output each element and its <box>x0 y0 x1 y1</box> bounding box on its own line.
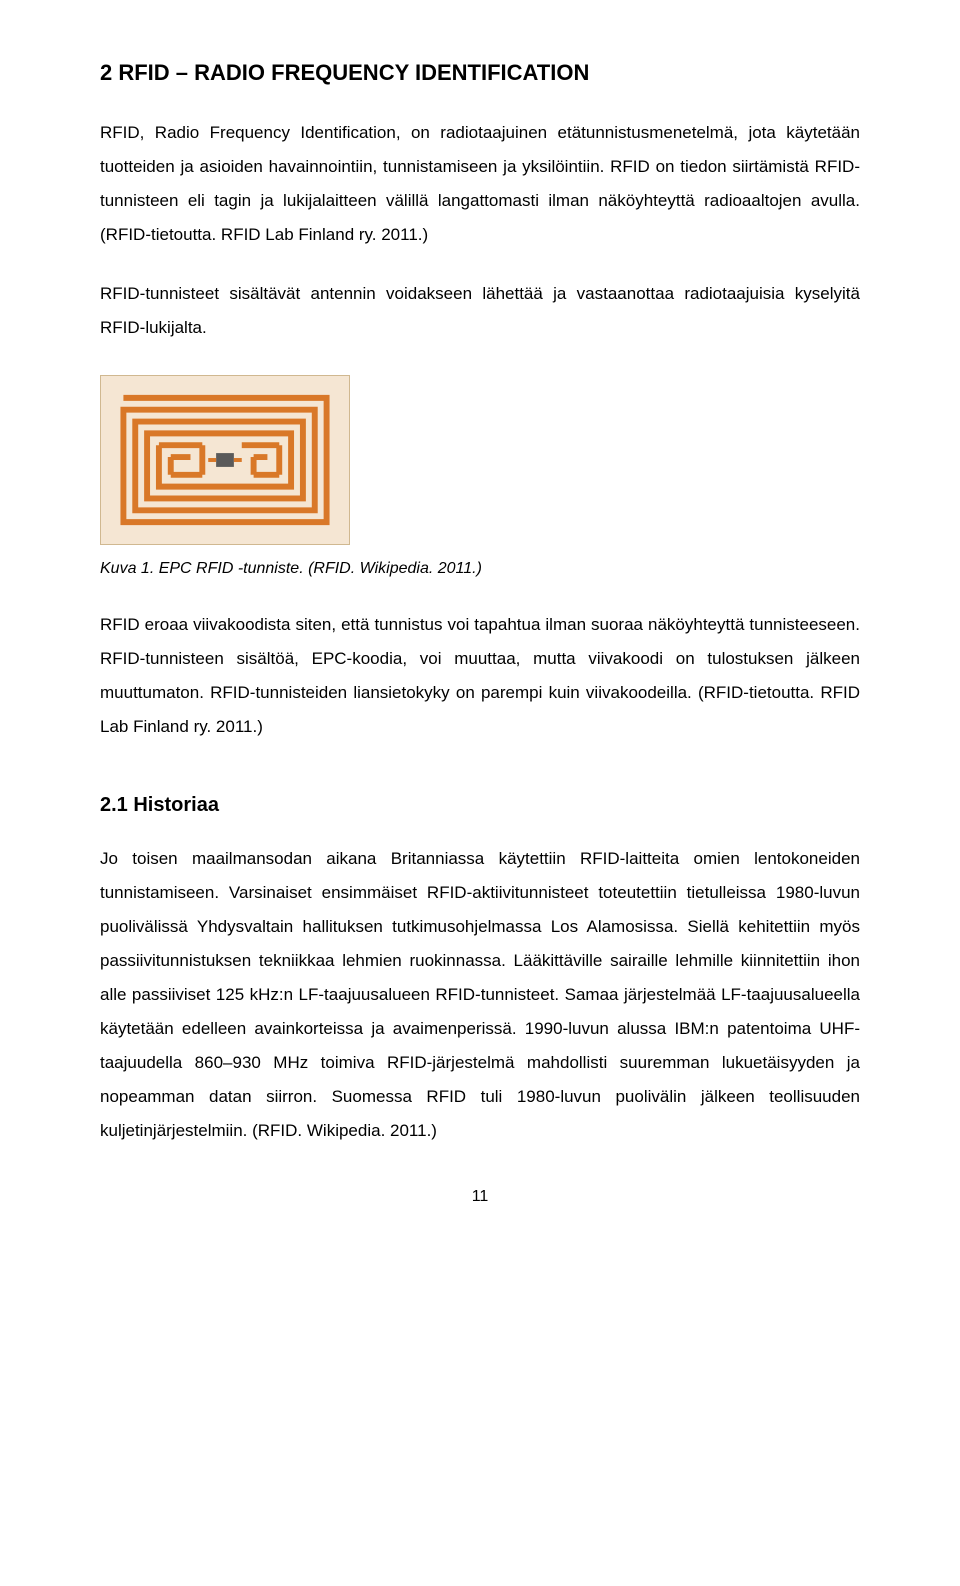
body-paragraph-1: RFID, Radio Frequency Identification, on… <box>100 116 860 252</box>
figure-caption: Kuva 1. EPC RFID -tunniste. (RFID. Wikip… <box>100 560 860 578</box>
section-title: 2 RFID – RADIO FREQUENCY IDENTIFICATION <box>100 60 860 86</box>
body-paragraph-4: Jo toisen maailmansodan aikana Britannia… <box>100 842 860 1148</box>
body-paragraph-2: RFID-tunnisteet sisältävät antennin void… <box>100 277 860 345</box>
body-paragraph-3: RFID eroaa viivakoodista siten, että tun… <box>100 608 860 744</box>
rfid-antenna-icon <box>113 388 337 532</box>
rfid-tag-image <box>100 375 350 545</box>
page-number: 11 <box>100 1188 860 1206</box>
subsection-title: 2.1 Historiaa <box>100 794 860 817</box>
figure-rfid-tag <box>100 375 860 545</box>
